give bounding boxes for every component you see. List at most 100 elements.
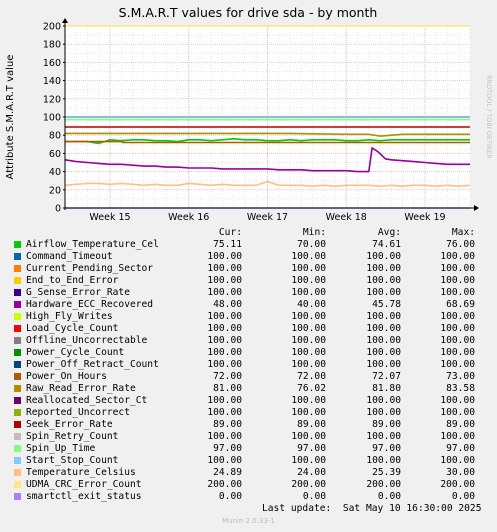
legend-max-value: 100.00 (440, 335, 475, 346)
legend-series-name: Command_Timeout (26, 251, 113, 262)
y-tick-label: 40 (49, 167, 61, 178)
legend-row: Load_Cycle_Count 100.00 100.00 100.00 100.00 (12, 323, 475, 335)
legend-series-name: Reported_Uncorrect (26, 407, 130, 418)
legend-swatch (14, 337, 21, 344)
legend-swatch (14, 277, 21, 284)
legend-row: G_Sense_Error_Rate 100.00 100.00 100.00 100.… (12, 287, 475, 299)
legend-series-name: UDMA_CRC_Error_Count (26, 479, 142, 490)
legend-max-value: 30.00 (446, 467, 475, 478)
last-update: Last update: Sat May 10 16:30:00 2025 (262, 503, 482, 514)
legend-min-value: 70.00 (297, 239, 326, 250)
header-cur: Cur: (218, 227, 242, 238)
y-tick-label: 180 (43, 40, 61, 51)
legend-min-value: 100.00 (291, 455, 326, 466)
series-line-temperature-celsius (64, 180, 471, 187)
x-tick-label: Week 19 (404, 212, 445, 223)
legend-avg-value: 100.00 (366, 407, 401, 418)
legend-avg-value: 72.07 (372, 371, 401, 382)
legend-swatch (14, 385, 21, 392)
legend-min-value: 100.00 (291, 323, 326, 334)
legend-cur-value: 75.11 (213, 239, 242, 250)
legend-avg-value: 100.00 (366, 251, 401, 262)
y-axis-arrow (62, 18, 68, 23)
legend-min-value: 200.00 (291, 479, 326, 490)
legend-max-value: 100.00 (440, 287, 475, 298)
legend-swatch (14, 469, 21, 476)
header-avg: Avg: (377, 227, 401, 238)
legend-table: Cur: Min: Avg: Max: Airflow_Temperature_… (12, 227, 475, 503)
legend-swatch (14, 445, 21, 452)
legend-row: Temperature_Celsius 24.89 24.00 25.39 30.00 (12, 467, 475, 479)
legend-cur-value: 0.00 (218, 491, 242, 502)
legend-row: smartctl_exit_status 0.00 0.00 0.00 0.00 (12, 491, 475, 503)
legend-swatch (14, 253, 21, 260)
legend-cur-value: 100.00 (207, 251, 242, 262)
legend-max-value: 73.00 (446, 371, 475, 382)
legend-swatch (14, 301, 21, 308)
legend-avg-value: 45.78 (372, 299, 401, 310)
legend-cur-value: 81.00 (213, 383, 242, 394)
legend-cur-value: 100.00 (207, 347, 242, 358)
legend-min-value: 100.00 (291, 407, 326, 418)
legend-series-name: Reallocated_Sector_Ct (26, 395, 148, 406)
legend-cur-value: 100.00 (207, 359, 242, 370)
header-max: Max: (451, 227, 475, 238)
y-tick-label: 0 (55, 204, 61, 215)
legend-max-value: 100.00 (440, 347, 475, 358)
legend-avg-value: 100.00 (366, 311, 401, 322)
legend-max-value: 83.58 (446, 383, 475, 394)
legend-cur-value: 48.00 (213, 299, 242, 310)
legend-swatch (14, 433, 21, 440)
legend-max-value: 200.00 (440, 479, 475, 490)
legend-row: Hardware_ECC_Recovered 48.00 40.00 45.78 68.… (12, 299, 475, 311)
legend-row: Reallocated_Sector_Ct 100.00 100.00 100.00 1… (12, 395, 475, 407)
legend-min-value: 100.00 (291, 251, 326, 262)
y-axis-label: Attribute S.M.A.R.T value (5, 55, 16, 180)
legend-cur-value: 100.00 (207, 311, 242, 322)
legend-cur-value: 100.00 (207, 431, 242, 442)
legend-series-name: Spin_Retry_Count (26, 431, 119, 442)
legend-max-value: 100.00 (440, 431, 475, 442)
legend-cur-value: 100.00 (207, 323, 242, 334)
legend-row: High_Fly_Writes 100.00 100.00 100.00 100.00 (12, 311, 475, 323)
legend-avg-value: 200.00 (366, 479, 401, 490)
x-tick-label: Week 18 (326, 212, 367, 223)
legend-swatch (14, 481, 21, 488)
series-line-raw-read-error-rate (65, 132, 470, 137)
legend-max-value: 100.00 (440, 407, 475, 418)
munin-version: Munin 2.0.33-1 (222, 517, 275, 525)
legend-row: Start_Stop_Count 100.00 100.00 100.00 100.00 (12, 455, 475, 467)
y-tick-label: 120 (43, 94, 61, 105)
legend-swatch (14, 397, 21, 404)
legend-min-value: 100.00 (291, 311, 326, 322)
legend-series-name: Offline_Uncorrectable (26, 335, 148, 346)
series-line-power-on-hours (65, 140, 470, 144)
legend-cur-value: 97.00 (213, 443, 242, 454)
legend-series-name: Airflow_Temperature_Cel (26, 239, 159, 250)
legend-row: Spin_Retry_Count 100.00 100.00 100.00 100.00 (12, 431, 475, 443)
legend-cur-value: 24.89 (213, 467, 242, 478)
legend-row: Seek_Error_Rate 89.00 89.00 89.00 89.00 (12, 419, 475, 431)
legend-min-value: 100.00 (291, 431, 326, 442)
legend-row: Offline_Uncorrectable 100.00 100.00 100.00 1… (12, 335, 475, 347)
legend-avg-value: 74.61 (372, 239, 401, 250)
y-tick-label: 160 (43, 58, 61, 69)
legend-series-name: Load_Cycle_Count (26, 323, 119, 334)
legend-swatch (14, 457, 21, 464)
legend-min-value: 76.02 (297, 383, 326, 394)
legend-row: Power_On_Hours 72.00 72.00 72.07 73.00 (12, 371, 475, 383)
y-tick-label: 200 (43, 22, 61, 33)
legend-series-name: End_to_End_Error (26, 275, 119, 286)
legend-avg-value: 100.00 (366, 263, 401, 274)
legend-min-value: 24.00 (297, 467, 326, 478)
legend-series-name: Temperature_Celsius (26, 467, 136, 478)
legend-series-name: smartctl_exit_status (26, 491, 142, 502)
legend-min-value: 100.00 (291, 287, 326, 298)
chart-title: S.M.A.R.T values for drive sda - by mont… (119, 5, 378, 20)
legend-avg-value: 100.00 (366, 455, 401, 466)
x-tick-label: Week 15 (89, 212, 130, 223)
legend-max-value: 76.00 (446, 239, 475, 250)
legend-avg-value: 100.00 (366, 431, 401, 442)
legend-avg-value: 25.39 (372, 467, 401, 478)
legend-swatch (14, 325, 21, 332)
